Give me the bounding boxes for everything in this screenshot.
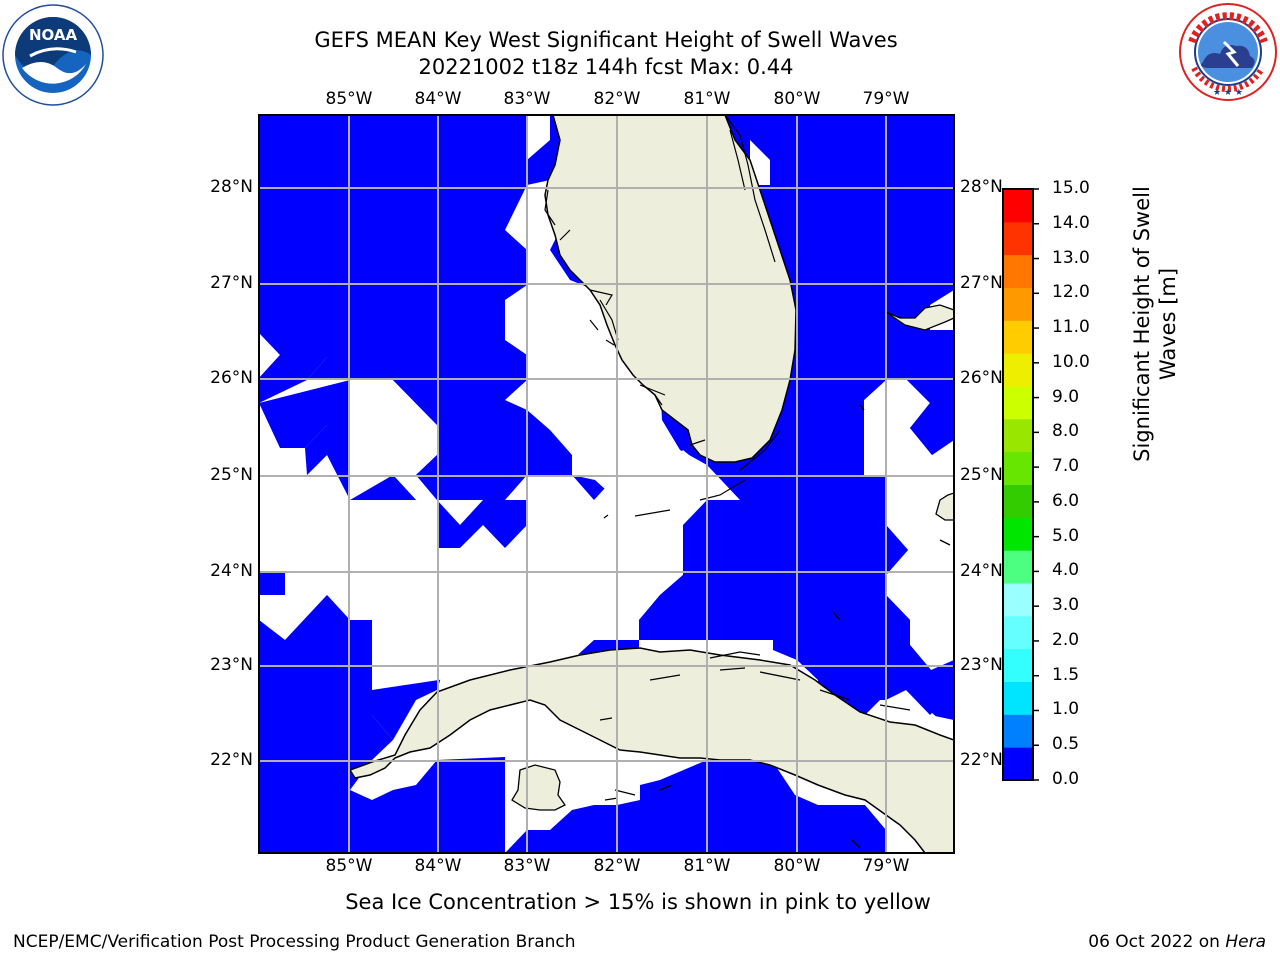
colorbar-tick-label: 0.5	[1052, 734, 1080, 755]
colorbar-segment	[1003, 648, 1033, 682]
colorbar-tick-label: 9.0	[1052, 386, 1080, 407]
lat-label-right: 22°N	[960, 750, 1003, 770]
lon-label-bottom: 84°W	[414, 856, 462, 876]
colorbar-segment	[1003, 615, 1033, 650]
lon-label-top: 80°W	[773, 89, 821, 109]
footer-host: Hera	[1225, 932, 1266, 952]
colorbar-segment	[1003, 451, 1033, 485]
colorbar-segment	[1003, 386, 1033, 420]
colorbar-segment	[1003, 221, 1033, 256]
colorbar-label-line-1: Significant Height of Swell	[1130, 186, 1154, 462]
lon-label-top: 83°W	[503, 89, 551, 109]
colorbar-segment	[1003, 484, 1033, 518]
nws-logo-icon: ★ ★ ★	[1179, 3, 1277, 101]
lat-label-left: 23°N	[210, 655, 253, 675]
colorbar-tick-label: 1.0	[1052, 699, 1080, 720]
lon-label-bottom: 80°W	[773, 856, 821, 876]
colorbar-segment	[1003, 287, 1033, 321]
florida-land	[544, 115, 797, 463]
lat-label-left: 27°N	[210, 273, 253, 293]
lat-label-left: 25°N	[210, 465, 253, 485]
noaa-logo-text: NOAA	[29, 26, 78, 44]
title-line-2: 20221002 t18z 144h fcst Max: 0.44	[418, 55, 794, 79]
colorbar-segment	[1003, 189, 1033, 223]
sea-ice-note: Sea Ice Concentration > 15% is shown in …	[345, 890, 931, 914]
colorbar-segment	[1003, 418, 1033, 453]
colorbar-segment	[1003, 353, 1033, 387]
colorbar-segment	[1003, 320, 1033, 354]
colorbar-segment	[1003, 681, 1033, 715]
cuba-cays-detail	[599, 651, 911, 801]
lat-label-right: 23°N	[960, 655, 1003, 675]
colorbar-segment	[1003, 583, 1033, 617]
colorbar-segment	[1003, 714, 1033, 748]
lat-label-right: 27°N	[960, 273, 1003, 293]
footer-credit: NCEP/EMC/Verification Post Processing Pr…	[13, 932, 576, 952]
noaa-logo-icon: NOAA	[2, 4, 104, 106]
colorbar-tick-label: 13.0	[1052, 247, 1090, 268]
lat-label-left: 26°N	[210, 368, 253, 388]
lon-label-top: 82°W	[593, 89, 641, 109]
lon-label-top: 79°W	[862, 89, 910, 109]
grand-bahama-land	[885, 304, 954, 331]
colorbar-label-line-2: Waves [m]	[1156, 267, 1180, 381]
nws-logo-stars: ★ ★ ★	[1213, 88, 1243, 98]
footer-date-text: 06 Oct 2022 on	[1088, 932, 1220, 952]
colorbar-tick-label: 5.0	[1052, 525, 1080, 546]
colorbar-tick-label: 4.0	[1052, 560, 1080, 581]
colorbar-tick-label: 11.0	[1052, 317, 1090, 338]
lon-label-top: 84°W	[414, 89, 462, 109]
lat-label-left: 28°N	[210, 177, 253, 197]
lat-label-right: 25°N	[960, 465, 1003, 485]
colorbar-segment	[1003, 517, 1033, 551]
colorbar-tick-label: 8.0	[1052, 421, 1080, 442]
lon-label-bottom: 85°W	[325, 856, 373, 876]
colorbar-tick-label: 2.0	[1052, 629, 1080, 650]
lon-label-bottom: 81°W	[683, 856, 731, 876]
florida-coast-detail	[544, 115, 781, 519]
bahamas-coast-detail	[832, 404, 951, 849]
graticule	[259, 115, 954, 853]
colorbar-tick-label: 0.0	[1052, 769, 1080, 789]
lat-label-right: 28°N	[960, 177, 1003, 197]
lon-label-bottom: 79°W	[862, 856, 910, 876]
title-line-1: GEFS MEAN Key West Significant Height of…	[314, 28, 898, 52]
andros-land	[935, 492, 954, 521]
isla-juventud-land	[511, 764, 566, 811]
lat-label-left: 22°N	[210, 750, 253, 770]
lon-label-top: 85°W	[325, 89, 373, 109]
colorbar-tick-label: 3.0	[1052, 595, 1080, 616]
colorbar-tick-label: 7.0	[1052, 456, 1080, 477]
colorbar-tick-label: 1.5	[1052, 664, 1080, 685]
colorbar-tick-label: 10.0	[1052, 351, 1090, 372]
map-frame	[258, 114, 955, 854]
colorbar	[1002, 188, 1039, 781]
colorbar-tick-label: 6.0	[1052, 490, 1080, 511]
colorbar-segment	[1003, 747, 1033, 781]
lon-label-bottom: 83°W	[503, 856, 551, 876]
colorbar-frame	[1002, 188, 1034, 781]
lat-label-left: 24°N	[210, 561, 253, 581]
colorbar-tick-label: 15.0	[1052, 178, 1090, 198]
colorbar-label: Significant Height of Swell Waves [m]	[1129, 164, 1181, 484]
footer-date: 06 Oct 2022 on Hera	[1088, 932, 1266, 952]
lon-label-top: 81°W	[683, 89, 731, 109]
map-area	[259, 115, 954, 853]
colorbar-tick-label: 12.0	[1052, 282, 1090, 303]
lat-label-right: 24°N	[960, 561, 1003, 581]
lon-label-bottom: 82°W	[593, 856, 641, 876]
colorbar-tick-label: 14.0	[1052, 212, 1090, 233]
lat-label-right: 26°N	[960, 368, 1003, 388]
colorbar-segment	[1003, 254, 1033, 288]
colorbar-segment	[1003, 550, 1033, 584]
